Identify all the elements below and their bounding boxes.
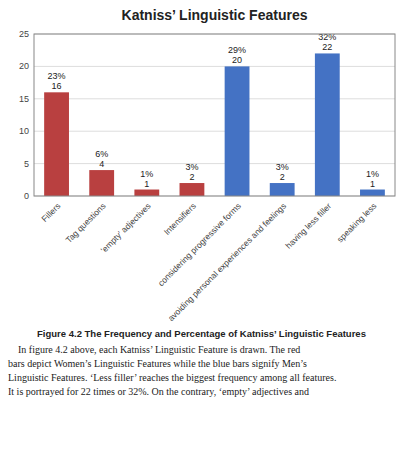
bar [270, 183, 295, 196]
percentage-label: 1% [140, 169, 153, 179]
title: Katniss’ Linguistic Features [122, 7, 308, 23]
bar [360, 190, 385, 196]
body-text: In figure 4.2 above, each Katniss’ Lingu… [8, 344, 336, 397]
value-label: 1 [370, 179, 375, 189]
grid-line [34, 66, 395, 67]
value-label: 2 [280, 172, 285, 182]
plot-frame [34, 34, 395, 196]
tick-label: 5 [24, 159, 29, 169]
tick-label: 25 [19, 29, 29, 39]
category-label: 'empty' adjectives [99, 201, 153, 255]
bar [89, 170, 114, 196]
value-label: 22 [322, 42, 332, 52]
bar [44, 92, 69, 196]
percentage-label: 1% [366, 169, 379, 179]
tick-label: 0 [24, 191, 29, 201]
grid-line [34, 131, 395, 132]
tick-label: 10 [19, 126, 29, 136]
percentage-label: 3% [276, 162, 289, 172]
category-label: avoiding personal experiences and feelin… [166, 201, 288, 323]
category-label: Fillers [39, 201, 62, 224]
value-label: 1 [144, 179, 149, 189]
value-label: 16 [52, 81, 62, 91]
value-label: 20 [232, 55, 242, 65]
value-label: 4 [99, 159, 104, 169]
category-label: Intensifiers [162, 201, 198, 237]
category-label: considering progressive forms [156, 201, 243, 288]
body-line: bars depict Women’s Linguistic Features … [8, 358, 307, 369]
bar [225, 66, 250, 196]
chart: Katniss’ Linguistic Features051015202516… [0, 0, 403, 459]
tick-label: 20 [19, 61, 29, 71]
percentage-label: 29% [228, 45, 246, 55]
bar [134, 190, 159, 196]
data-labels: 1623%46%11%23%2029%23%2232%11% [48, 32, 379, 188]
body-line: Linguistic Features. ‘Less filler’ reach… [8, 372, 336, 383]
percentage-label: 3% [185, 162, 198, 172]
category-label: Tag questions [63, 201, 107, 245]
percentage-label: 6% [95, 149, 108, 159]
body-line: It is portrayed for 22 times or 32%. On … [8, 386, 309, 397]
y-axis: 0 5 10 15 20 25 [19, 29, 395, 201]
percentage-label: 23% [48, 71, 66, 81]
bar [180, 183, 205, 196]
grid-line [34, 98, 395, 99]
body-line: In figure 4.2 above, each Katniss’ Lingu… [8, 344, 300, 355]
tick-label: 15 [19, 94, 29, 104]
grid-line [34, 163, 395, 164]
bar [315, 53, 340, 196]
category-label: having less filler [283, 201, 333, 251]
value-label: 2 [189, 172, 194, 182]
x-axis: FillersTag questions'empty' adjectivesIn… [39, 201, 378, 323]
caption: Figure 4.2 The Frequency and Percentage … [37, 328, 366, 339]
bars [44, 53, 385, 196]
category-label: speaking less [335, 201, 378, 244]
